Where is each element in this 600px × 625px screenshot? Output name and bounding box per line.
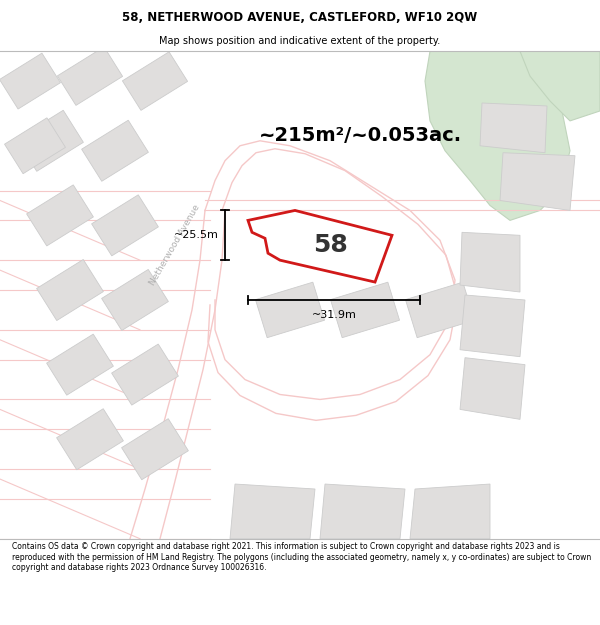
- Polygon shape: [480, 103, 547, 152]
- Text: ~215m²/~0.053ac.: ~215m²/~0.053ac.: [259, 126, 461, 146]
- Polygon shape: [82, 120, 148, 181]
- Polygon shape: [37, 259, 103, 321]
- Polygon shape: [0, 53, 61, 109]
- Polygon shape: [56, 409, 124, 470]
- Polygon shape: [460, 295, 525, 357]
- Polygon shape: [410, 484, 490, 539]
- Polygon shape: [460, 232, 520, 292]
- Text: ~25.5m: ~25.5m: [174, 230, 219, 240]
- Text: 58, NETHERWOOD AVENUE, CASTLEFORD, WF10 2QW: 58, NETHERWOOD AVENUE, CASTLEFORD, WF10 …: [122, 11, 478, 24]
- Text: 58: 58: [313, 233, 347, 258]
- Polygon shape: [122, 419, 188, 480]
- Polygon shape: [122, 52, 188, 111]
- Polygon shape: [520, 51, 600, 121]
- Polygon shape: [256, 282, 325, 338]
- Text: ~31.9m: ~31.9m: [311, 310, 356, 320]
- Polygon shape: [425, 51, 570, 221]
- Polygon shape: [58, 47, 122, 106]
- Text: Contains OS data © Crown copyright and database right 2021. This information is : Contains OS data © Crown copyright and d…: [12, 542, 591, 572]
- Polygon shape: [17, 110, 83, 171]
- Polygon shape: [500, 152, 575, 211]
- Polygon shape: [47, 334, 113, 395]
- Polygon shape: [92, 195, 158, 256]
- Polygon shape: [101, 269, 169, 331]
- Polygon shape: [320, 484, 405, 539]
- Polygon shape: [26, 185, 94, 246]
- Polygon shape: [406, 282, 475, 338]
- Polygon shape: [5, 118, 65, 174]
- Text: Map shows position and indicative extent of the property.: Map shows position and indicative extent…: [160, 36, 440, 46]
- Polygon shape: [230, 484, 315, 539]
- Polygon shape: [460, 357, 525, 419]
- Polygon shape: [248, 211, 392, 282]
- Polygon shape: [331, 282, 400, 338]
- Polygon shape: [112, 344, 178, 405]
- Text: Netherwood Avenue: Netherwood Avenue: [148, 203, 202, 288]
